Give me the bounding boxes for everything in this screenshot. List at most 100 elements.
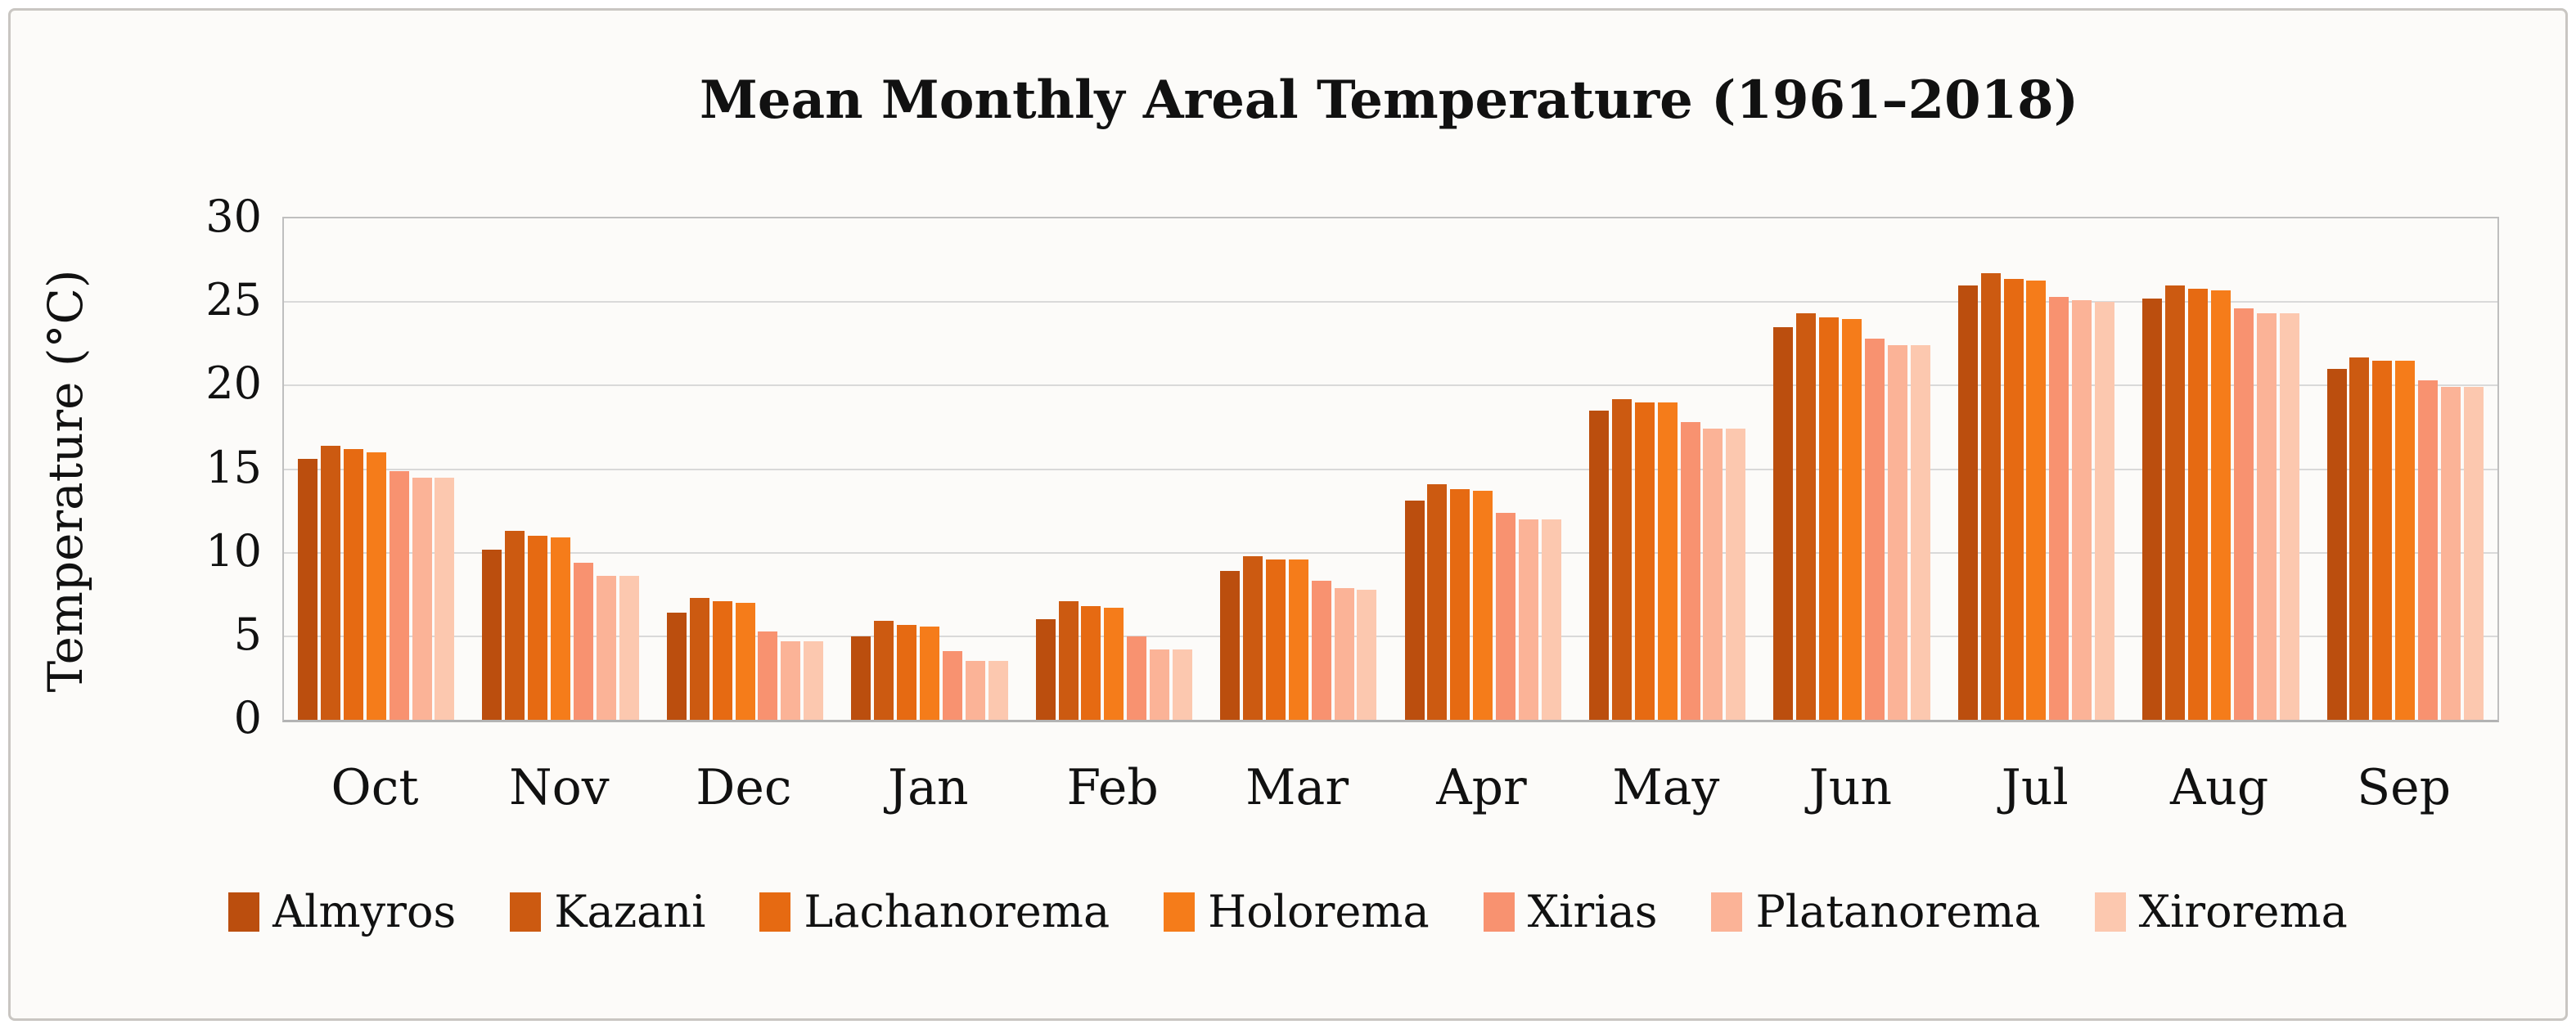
legend-swatch-icon bbox=[1164, 892, 1196, 932]
bar-xirias-nov bbox=[574, 562, 594, 720]
x-tick-label-jun: Jun bbox=[1808, 759, 1892, 816]
legend-swatch-icon bbox=[759, 892, 791, 932]
bar-platanorema-aug bbox=[2256, 313, 2277, 720]
x-tick-label-mar: Mar bbox=[1245, 759, 1349, 816]
bar-xirorema-jul bbox=[2095, 302, 2115, 720]
bar-xirias-dec bbox=[758, 631, 778, 720]
gridline-20 bbox=[284, 384, 2497, 387]
chart-figure: Mean Monthly Areal Temperature (1961–201… bbox=[8, 8, 2568, 1021]
bar-platanorema-jul bbox=[2072, 300, 2092, 720]
bar-almyros-jan bbox=[851, 636, 871, 720]
bar-holorema-oct bbox=[366, 452, 386, 720]
bar-lachanorema-may bbox=[1634, 402, 1655, 720]
gridline-10 bbox=[284, 551, 2497, 554]
bar-platanorema-jan bbox=[965, 661, 985, 720]
bar-almyros-feb bbox=[1035, 619, 1056, 720]
x-tick-label-may: May bbox=[1612, 759, 1720, 816]
legend-item-xirorema: Xirorema bbox=[2094, 886, 2348, 937]
bar-platanorema-feb bbox=[1150, 649, 1170, 720]
y-tick-label-20: 20 bbox=[205, 357, 262, 410]
bar-kazani-may bbox=[1611, 398, 1632, 720]
legend-label: Lachanorema bbox=[804, 886, 1110, 937]
bar-xirorema-oct bbox=[435, 477, 455, 720]
bar-xirias-mar bbox=[1311, 581, 1331, 720]
bar-xirias-oct bbox=[389, 470, 409, 720]
legend-swatch-icon bbox=[1711, 892, 1743, 932]
bar-kazani-sep bbox=[2349, 357, 2370, 720]
bar-almyros-dec bbox=[666, 613, 687, 720]
bar-xirias-feb bbox=[1127, 636, 1147, 720]
bar-almyros-apr bbox=[1404, 501, 1425, 720]
bar-kazani-jul bbox=[1980, 273, 2001, 720]
bar-platanorema-sep bbox=[2441, 387, 2461, 720]
bar-almyros-mar bbox=[1220, 571, 1241, 720]
bar-xirorema-mar bbox=[1357, 589, 1377, 720]
legend-label: Kazani bbox=[554, 886, 706, 937]
bar-lachanorema-jun bbox=[1819, 317, 1840, 720]
y-tick-label-15: 15 bbox=[205, 441, 262, 493]
legend-item-lachanorema: Lachanorema bbox=[759, 886, 1110, 937]
bar-xirias-jun bbox=[1864, 339, 1885, 720]
bar-lachanorema-feb bbox=[1081, 606, 1101, 720]
bar-kazani-jun bbox=[1796, 313, 1817, 720]
bar-almyros-aug bbox=[2142, 299, 2163, 720]
bar-holorema-jan bbox=[919, 626, 939, 720]
bar-holorema-jun bbox=[1842, 318, 1862, 720]
bar-platanorema-mar bbox=[1334, 587, 1354, 720]
bar-holorema-sep bbox=[2395, 360, 2416, 720]
bar-holorema-mar bbox=[1288, 559, 1308, 720]
x-tick-label-jan: Jan bbox=[888, 759, 969, 816]
bar-xirorema-may bbox=[1726, 429, 1746, 720]
bar-kazani-jan bbox=[874, 621, 894, 720]
bar-xirias-apr bbox=[1496, 512, 1516, 720]
bar-almyros-oct bbox=[298, 459, 317, 720]
y-tick-label-30: 30 bbox=[205, 191, 262, 242]
legend: Almyros Kazani Lachanorema Holorema Xirias Pl… bbox=[11, 886, 2565, 937]
x-tick-label-sep: Sep bbox=[2357, 759, 2452, 816]
bar-holorema-nov bbox=[551, 537, 571, 720]
gridline-15 bbox=[284, 468, 2497, 470]
legend-swatch-icon bbox=[510, 892, 542, 932]
bar-holorema-feb bbox=[1104, 608, 1124, 720]
bar-xirias-sep bbox=[2418, 380, 2439, 720]
x-tick-label-oct: Oct bbox=[331, 759, 419, 816]
bar-almyros-nov bbox=[482, 549, 502, 720]
x-tick-label-apr: Apr bbox=[1436, 759, 1527, 816]
legend-item-kazani: Kazani bbox=[510, 886, 705, 937]
x-tick-label-jul: Jul bbox=[2001, 759, 2069, 816]
bar-platanorema-nov bbox=[596, 576, 616, 720]
bar-kazani-oct bbox=[320, 445, 340, 720]
y-tick-label-10: 10 bbox=[205, 524, 262, 577]
bar-kazani-mar bbox=[1242, 555, 1263, 720]
bar-lachanorema-sep bbox=[2372, 360, 2393, 720]
legend-label: Xirorema bbox=[2138, 886, 2348, 937]
bar-platanorema-oct bbox=[412, 477, 432, 720]
legend-swatch-icon bbox=[228, 892, 260, 932]
legend-label: Platanorema bbox=[1755, 886, 2041, 937]
legend-item-platanorema: Platanorema bbox=[1711, 886, 2041, 937]
gridline-25 bbox=[284, 301, 2497, 303]
bar-kazani-nov bbox=[505, 531, 525, 720]
bar-lachanorema-mar bbox=[1265, 559, 1286, 720]
x-tick-label-dec: Dec bbox=[696, 759, 792, 816]
x-tick-label-aug: Aug bbox=[2169, 759, 2269, 816]
bar-almyros-jul bbox=[1957, 285, 1978, 720]
bar-lachanorema-apr bbox=[1450, 489, 1470, 720]
bar-xirias-may bbox=[1680, 422, 1700, 720]
bar-xirorema-nov bbox=[619, 576, 639, 720]
x-tick-label-feb: Feb bbox=[1066, 759, 1159, 816]
y-axis-title: Temperature (°C) bbox=[38, 269, 93, 693]
bar-lachanorema-jul bbox=[2003, 278, 2024, 720]
bar-holorema-dec bbox=[735, 602, 755, 720]
bar-lachanorema-jan bbox=[897, 624, 917, 720]
legend-swatch-icon bbox=[1483, 892, 1515, 932]
bar-xirias-aug bbox=[2233, 308, 2254, 720]
bar-xirorema-apr bbox=[1541, 519, 1561, 720]
bar-lachanorema-aug bbox=[2187, 288, 2208, 720]
legend-item-xirias: Xirias bbox=[1483, 886, 1657, 937]
bar-platanorema-may bbox=[1703, 429, 1723, 720]
gridline-5 bbox=[284, 635, 2497, 637]
legend-label: Almyros bbox=[272, 886, 457, 937]
bar-almyros-sep bbox=[2326, 368, 2347, 720]
y-tick-label-25: 25 bbox=[205, 274, 262, 326]
